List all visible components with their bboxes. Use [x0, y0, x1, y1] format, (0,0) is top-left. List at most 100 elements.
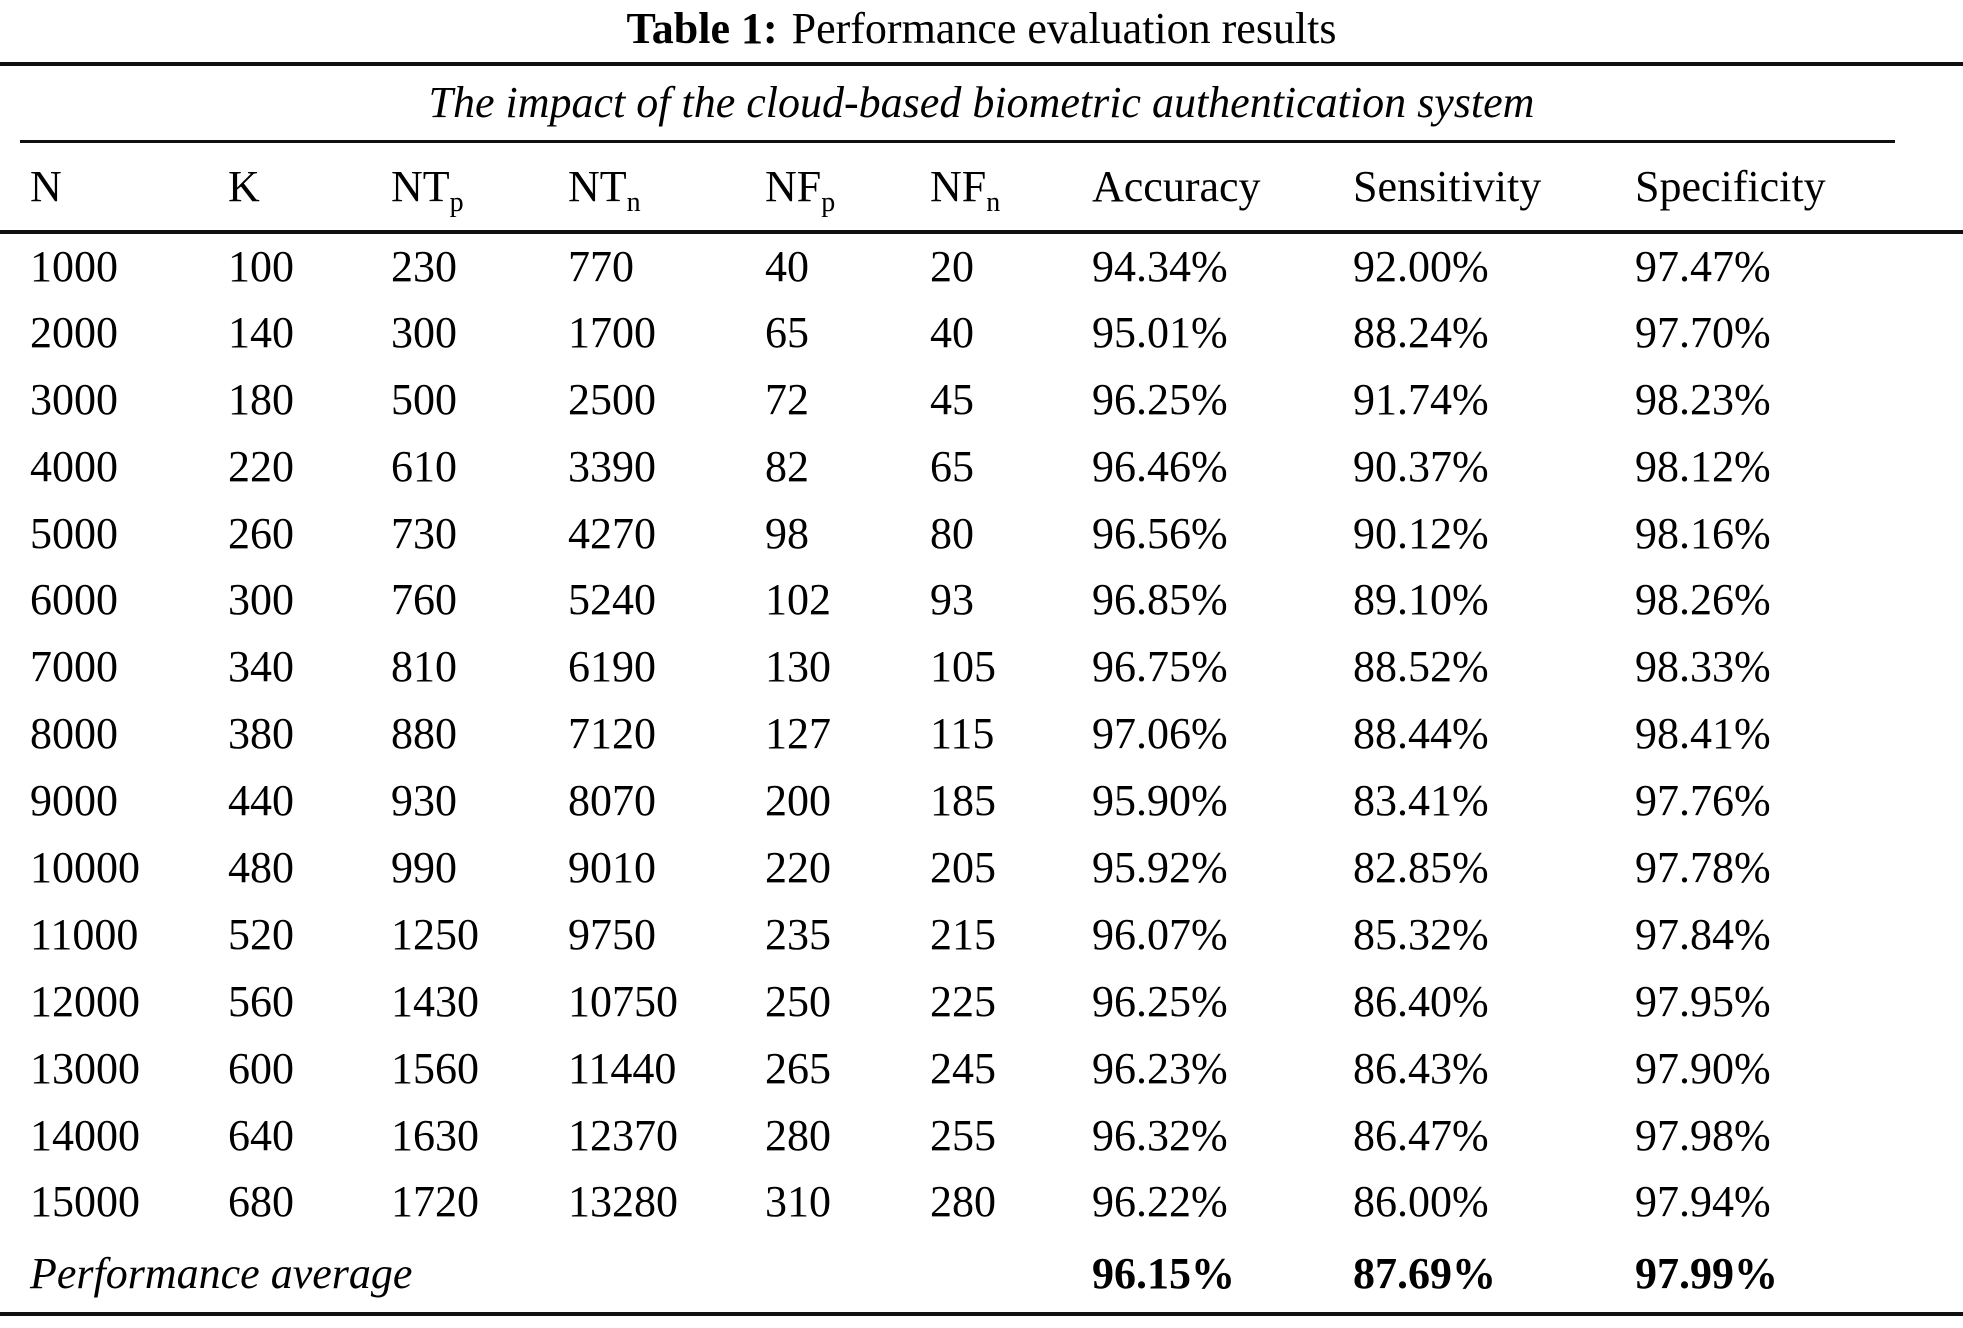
table-cell: 810 [391, 642, 457, 692]
table-cell: 380 [228, 709, 294, 759]
table-cell: 1430 [391, 976, 479, 1026]
table-cell: 98 [765, 508, 809, 558]
table-cell: 13280 [568, 1177, 678, 1227]
table-cell: 97.84% [1635, 909, 1771, 959]
table-cell: 20 [930, 241, 974, 291]
table-cell: 11000 [30, 909, 139, 959]
table-cell: 115 [930, 709, 995, 759]
column-header-text: NT [568, 162, 627, 211]
table-cell: 1000 [30, 241, 118, 291]
table-cell: 2000 [30, 307, 118, 357]
table-cell: 12370 [568, 1110, 678, 1160]
table-cell: 200 [765, 776, 831, 826]
table-cell: 97.90% [1635, 1043, 1771, 1093]
table-cell: 440 [228, 776, 294, 826]
table-row: 3000 180 500 2500 72 45 96.25% 91.74% 98.23% [0, 366, 1963, 433]
table-cell: 340 [228, 642, 294, 692]
table-cell: 45 [930, 374, 974, 424]
table-cell: 225 [930, 976, 996, 1026]
table-cell: 140 [228, 307, 294, 357]
table-cell: 72 [765, 374, 809, 424]
table-cell: 1630 [391, 1110, 479, 1160]
column-header-ntp: NTp [391, 143, 568, 234]
table-cell: 730 [391, 508, 457, 558]
table-cell: 185 [930, 776, 996, 826]
table-cell: 760 [391, 575, 457, 625]
table-row: 11000 520 1250 9750 235 215 96.07% 85.32% 97.84% [0, 901, 1963, 968]
table-cell: 96.07% [1092, 909, 1228, 959]
table-cell: 98.16% [1635, 508, 1771, 558]
table-cell: 97.47% [1635, 241, 1771, 291]
table-caption: Table 1: Performance evaluation results [0, 0, 1963, 62]
table-cell: 880 [391, 709, 457, 759]
table-cell: 1700 [568, 307, 656, 357]
table-subtitle: The impact of the cloud-based biometric … [428, 78, 1535, 127]
table-cell: 96.23% [1092, 1043, 1228, 1093]
table-cell: 97.94% [1635, 1177, 1771, 1227]
table-row: 9000 440 930 8070 200 185 95.90% 83.41% 97.76% [0, 767, 1963, 834]
table-cell: 96.32% [1092, 1110, 1228, 1160]
caption-label: Table 1: [626, 4, 778, 53]
table-cell: 80 [930, 508, 974, 558]
column-header-nfn: NFn [930, 143, 1092, 234]
table-cell: 215 [930, 909, 996, 959]
table-cell: 91.74% [1353, 374, 1489, 424]
table-cell: 480 [228, 842, 294, 892]
table-row: 5000 260 730 4270 98 80 96.56% 90.12% 98.16% [0, 500, 1963, 567]
table-cell: 4270 [568, 508, 656, 558]
table-row: 8000 380 880 7120 127 115 97.06% 88.44% 98.41% [0, 700, 1963, 767]
column-header-subscript: p [449, 186, 464, 218]
column-header-subscript: p [821, 186, 836, 218]
table-row: 4000 220 610 3390 82 65 96.46% 90.37% 98.12% [0, 433, 1963, 500]
table-cell: 220 [228, 441, 294, 491]
table-row: 13000 600 1560 11440 265 245 96.23% 86.43% 97.90… [0, 1035, 1963, 1102]
table-row: 14000 640 1630 12370 280 255 96.32% 86.47% 97.98… [0, 1102, 1963, 1169]
column-header-text: Specificity [1635, 162, 1826, 211]
table-cell: 92.00% [1353, 241, 1489, 291]
header-row: N K NTp NTn NFp NFn Accuracy Sensitivity Specifi… [0, 143, 1963, 234]
table-cell: 96.22% [1092, 1177, 1228, 1227]
table-cell: 7120 [568, 709, 656, 759]
table-cell: 90.12% [1353, 508, 1489, 558]
column-header-subscript: n [626, 186, 641, 218]
table-cell: 95.92% [1092, 842, 1228, 892]
table-cell: 8070 [568, 776, 656, 826]
table-cell: 205 [930, 842, 996, 892]
table-cell: 255 [930, 1110, 996, 1160]
table-cell: 95.90% [1092, 776, 1228, 826]
table-cell: 9750 [568, 909, 656, 959]
column-header-nfp: NFp [765, 143, 930, 234]
table-cell: 89.10% [1353, 575, 1489, 625]
table-cell: 83.41% [1353, 776, 1489, 826]
table-cell: 98.26% [1635, 575, 1771, 625]
table-cell: 93 [930, 575, 974, 625]
column-header-text: Accuracy [1092, 162, 1261, 211]
table-cell: 10000 [30, 842, 140, 892]
table-cell: 3390 [568, 441, 656, 491]
average-sensitivity: 87.69% [1353, 1235, 1635, 1317]
table-cell: 2500 [568, 374, 656, 424]
table-cell: 88.52% [1353, 642, 1489, 692]
table-cell: 65 [765, 307, 809, 357]
table-cell: 230 [391, 241, 457, 291]
table-cell: 14000 [30, 1110, 140, 1160]
column-header-sensitivity: Sensitivity [1353, 143, 1635, 234]
table-row: 12000 560 1430 10750 250 225 96.25% 86.40% 97.95… [0, 968, 1963, 1035]
table-cell: 280 [765, 1110, 831, 1160]
column-header-specificity: Specificity [1635, 143, 1963, 234]
table-cell: 98.12% [1635, 441, 1771, 491]
table-cell: 130 [765, 642, 831, 692]
table-cell: 15000 [30, 1177, 140, 1227]
table-cell: 235 [765, 909, 831, 959]
table-cell: 82 [765, 441, 809, 491]
table-cell: 300 [228, 575, 294, 625]
table-cell: 102 [765, 575, 831, 625]
table-cell: 86.47% [1353, 1110, 1489, 1160]
table-cell: 100 [228, 241, 294, 291]
table-cell: 10750 [568, 976, 678, 1026]
table-cell: 96.46% [1092, 441, 1228, 491]
average-specificity: 97.99% [1635, 1235, 1963, 1317]
table-cell: 90.37% [1353, 441, 1489, 491]
table-cell: 86.40% [1353, 976, 1489, 1026]
table-cell: 600 [228, 1043, 294, 1093]
